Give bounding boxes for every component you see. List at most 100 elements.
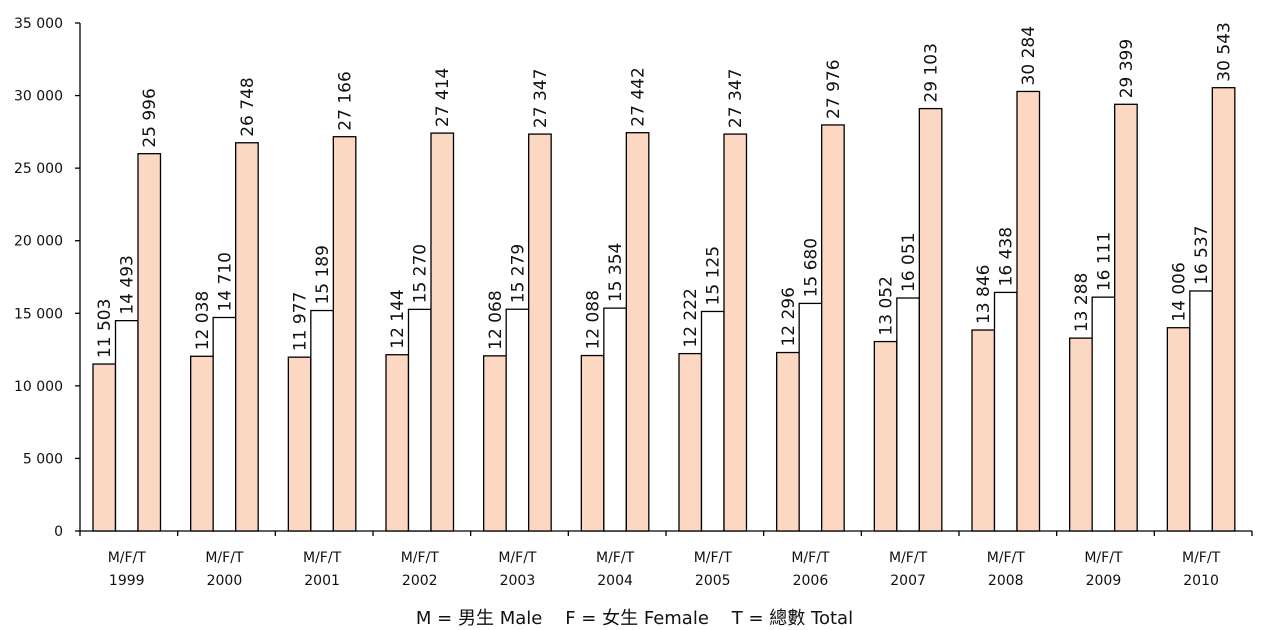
x-category-prefix: M/F/T [596, 550, 635, 566]
x-category-label: 2010 [1183, 573, 1219, 589]
data-label-t: 27 414 [433, 68, 453, 127]
bar-m [483, 355, 507, 532]
y-tick-label: 20 000 [14, 234, 63, 250]
x-category-label: 2009 [1086, 573, 1122, 589]
y-tick-label: 30 000 [14, 89, 63, 105]
x-category-prefix: M/F/T [1084, 550, 1123, 566]
data-label-m: 12 144 [388, 289, 408, 348]
data-label-m: 13 052 [877, 276, 897, 335]
data-label-f: 16 537 [1192, 225, 1212, 284]
data-label-f: 15 279 [508, 244, 528, 303]
y-tick-label: 15 000 [14, 306, 63, 322]
bar-t [1114, 103, 1138, 532]
x-category-prefix: M/F/T [498, 550, 537, 566]
x-category-label: 2004 [597, 573, 633, 589]
bar-f [407, 308, 432, 532]
data-label-t: 27 347 [531, 69, 551, 128]
x-category-label: 2002 [402, 573, 438, 589]
data-labels: 11 503 12 038 11 977 12 144 12 068 12 088 12 2… [95, 22, 1234, 358]
data-label-t: 26 748 [238, 77, 258, 136]
bar-m [190, 355, 214, 532]
bar-f [603, 307, 627, 532]
legend: M = 男生 Male F = 女生 Female T = 總數 Total [415, 608, 854, 629]
x-category-label: 2000 [207, 573, 243, 589]
data-label-t: 27 976 [824, 59, 844, 118]
y-tick-label: 5 000 [23, 451, 63, 467]
data-label-f: 15 189 [313, 245, 333, 304]
bar-m [92, 363, 117, 532]
data-label-m: 11 503 [95, 299, 115, 358]
data-label-t: 25 996 [140, 88, 160, 147]
bar-t [137, 153, 162, 532]
data-label-t: 27 347 [726, 69, 746, 128]
y-tick-label: 0 [54, 524, 63, 540]
data-label-f: 15 270 [411, 244, 431, 303]
bar-t [430, 132, 455, 532]
bar-t [821, 124, 845, 532]
bar-m [1069, 337, 1093, 532]
x-category-prefix: M/F/T [303, 550, 342, 566]
bar-m [678, 352, 703, 532]
data-label-m: 12 296 [779, 287, 799, 346]
data-label-m: 14 006 [1170, 262, 1190, 321]
x-category-label: 2001 [304, 573, 340, 589]
bar-m [580, 354, 605, 532]
data-label-m: 11 977 [291, 292, 311, 351]
bar-f [505, 308, 530, 532]
data-label-f: 16 438 [997, 227, 1017, 286]
x-category-prefix: M/F/T [108, 550, 147, 566]
data-label-m: 12 038 [193, 291, 213, 350]
bar-f [993, 291, 1018, 532]
data-label-f: 15 680 [801, 238, 821, 297]
bar-m [1166, 327, 1191, 532]
bar-f [896, 297, 920, 532]
x-category-prefix: M/F/T [987, 550, 1026, 566]
data-label-t: 30 543 [1215, 22, 1235, 81]
data-label-m: 12 068 [486, 290, 506, 349]
bar-chart: 0 5 000 10 000 15 000 20 000 25 000 30 000 35 0… [14, 16, 1253, 589]
data-label-f: 15 125 [704, 246, 724, 305]
data-label-t: 27 166 [336, 71, 356, 130]
data-label-f: 15 354 [606, 243, 626, 302]
data-label-t: 29 399 [1117, 39, 1137, 98]
data-label-m: 13 846 [974, 265, 994, 324]
bar-f [310, 309, 334, 532]
bar-f [1189, 290, 1213, 532]
x-category-label: 2005 [695, 573, 731, 589]
bar-t [723, 133, 748, 532]
x-category-prefix: M/F/T [791, 550, 830, 566]
bar-t [528, 133, 552, 532]
bar-m [971, 329, 996, 532]
x-category-prefix: M/F/T [889, 550, 928, 566]
bar-t [918, 107, 943, 532]
x-category-label: 2006 [793, 573, 829, 589]
data-label-f: 16 051 [899, 233, 919, 292]
bar-t [332, 136, 357, 532]
bar-t [235, 142, 259, 532]
bar-m [385, 354, 410, 532]
bar-f [1091, 296, 1116, 532]
x-category-prefix: M/F/T [401, 550, 440, 566]
x-axis: M/F/T 1999 M/F/T 2000 M/F/T 2001 M/F/T 2002 M/F/… [79, 530, 1253, 589]
x-category-prefix: M/F/T [694, 550, 733, 566]
data-label-t: 30 284 [1019, 26, 1039, 85]
data-label-m: 12 222 [681, 288, 701, 347]
x-category-label: 2003 [500, 573, 536, 589]
y-axis: 0 5 000 10 000 15 000 20 000 25 000 30 000 35 0… [14, 16, 81, 540]
bar-f [798, 302, 823, 532]
y-tick-label: 10 000 [14, 379, 63, 395]
bar-f [114, 319, 139, 532]
x-category-prefix: M/F/T [205, 550, 244, 566]
bar-f [212, 316, 237, 532]
bars [92, 87, 1236, 532]
data-label-f: 14 493 [118, 255, 138, 314]
y-tick-label: 35 000 [14, 16, 63, 32]
x-category-label: 2008 [988, 573, 1024, 589]
x-category-label: 2007 [890, 573, 926, 589]
bar-f [700, 310, 725, 532]
data-label-t: 27 442 [629, 67, 649, 126]
bar-m [873, 340, 898, 532]
x-category-label: 1999 [109, 573, 145, 589]
y-tick-label: 25 000 [14, 161, 63, 177]
bar-t [1016, 90, 1041, 532]
